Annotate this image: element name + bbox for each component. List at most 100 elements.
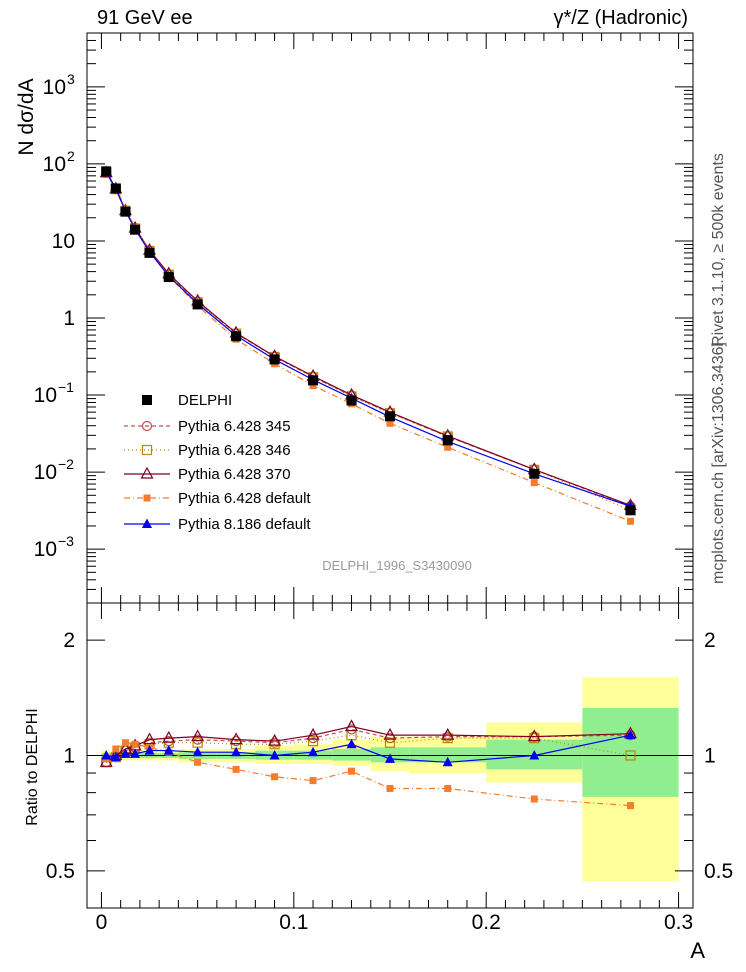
ratio-plot-marks — [99, 719, 637, 810]
y-tick-exponent: −3 — [58, 533, 74, 549]
ratio-point-p8def — [130, 748, 141, 758]
ratio-tick-label-left: 0.5 — [46, 860, 75, 883]
ratio-point-p8def — [346, 738, 357, 749]
ratio-point-p6def — [232, 765, 240, 773]
ratio-point-p6def — [121, 739, 129, 747]
mcplots-label: mcplots.cern.ch [arXiv:1306.3436] — [710, 342, 727, 584]
point-delphi — [101, 166, 112, 177]
x-tick-label: 0.1 — [279, 911, 308, 934]
ratio-point-p6def — [112, 745, 120, 753]
ratio-axes: 0 0.1 0.2 0.3 0.5 0.5 1 1 2 2 — [46, 603, 733, 934]
ratio-point-p6def — [309, 777, 317, 785]
y-tick-exponent: 2 — [67, 148, 75, 164]
ratio-point-p8def — [625, 729, 636, 740]
rivet-version-label: Rivet 3.1.10, ≥ 500k events — [710, 153, 727, 347]
ratio-frame — [86, 602, 694, 909]
y-tick-label: 1 — [63, 307, 75, 330]
point-p6def — [386, 419, 394, 427]
ratio-point-p8def — [308, 746, 319, 757]
y-tick-label: 10 — [34, 384, 57, 407]
legend: DELPHI Pythia 6.428 345 Pythia 6.428 346 Py… — [124, 392, 311, 533]
ratio-point-p370 — [383, 727, 397, 740]
y-tick-exponent: 3 — [67, 71, 75, 87]
point-delphi — [269, 354, 280, 365]
analysis-tag: DELPHI_1996_S3430090 — [322, 558, 472, 573]
ratio-tick-label-right: 1 — [704, 745, 716, 768]
main-plot-marks — [99, 165, 637, 525]
ratio-point-p8def — [231, 746, 242, 757]
ratio-point-p6def — [194, 758, 202, 766]
point-delphi — [144, 247, 155, 258]
ratio-point-p6def — [348, 767, 356, 775]
legend-label-p370: Pythia 6.428 370 — [178, 466, 291, 483]
legend-label-data: DELPHI — [178, 392, 232, 409]
legend-label-p345: Pythia 6.428 345 — [178, 418, 291, 435]
point-delphi — [110, 183, 121, 194]
ratio-point-p370 — [306, 727, 320, 740]
legend-label-p6def: Pythia 6.428 default — [178, 490, 311, 507]
point-delphi — [442, 435, 453, 446]
ratio-tick-label-right: 0.5 — [704, 860, 733, 883]
legend-label-p8def: Pythia 8.186 default — [178, 516, 311, 533]
ratio-tick-label-right: 2 — [704, 629, 716, 652]
x-tick-label: 0 — [96, 911, 108, 934]
ratio-point-p8def — [442, 756, 453, 767]
ratio-point-p6def — [626, 802, 634, 810]
legend-marker-p8def — [142, 518, 152, 528]
point-p6def — [444, 443, 452, 451]
y-tick-exponent: −2 — [58, 456, 74, 472]
point-delphi — [625, 505, 636, 516]
green-band — [582, 708, 679, 797]
ratio-line-p345 — [105, 728, 631, 763]
ratio-point-p6def — [271, 773, 279, 781]
ratio-point-p370 — [229, 732, 243, 745]
y-tick-label: 10 — [43, 153, 66, 176]
ratio-tick-label-left: 1 — [63, 745, 75, 768]
legend-label-p346: Pythia 6.428 346 — [178, 442, 291, 459]
point-p6def — [530, 479, 538, 487]
ratio-point-p8def — [120, 748, 131, 758]
ratio-point-p370 — [162, 730, 176, 743]
legend-marker-p6def — [143, 494, 151, 502]
point-delphi — [385, 411, 395, 422]
ratio-point-p346 — [307, 736, 319, 747]
point-delphi — [231, 331, 242, 342]
ratio-point-p370 — [345, 719, 359, 732]
y-tick-label: 10 — [52, 230, 75, 253]
green-band — [409, 747, 487, 763]
ratio-point-p6def — [530, 795, 538, 803]
y-tick-exponent: −1 — [58, 379, 74, 395]
ratio-tick-label-left: 2 — [63, 629, 75, 652]
x-tick-label: 0.2 — [472, 911, 501, 934]
ratio-y-axis-title: Ratio to DELPHI — [24, 708, 41, 825]
header-left: 91 GeV ee — [97, 7, 193, 29]
main-y-axis-title: N dσ/dA — [15, 78, 38, 155]
ratio-point-p8def — [192, 746, 203, 757]
y-tick-label: 10 — [34, 461, 57, 484]
point-delphi — [346, 395, 357, 406]
ratio-point-p8def — [110, 751, 121, 762]
ratio-point-p346 — [625, 750, 636, 761]
legend-marker-p345 — [141, 420, 153, 432]
legend-marker-p370 — [140, 466, 154, 479]
ratio-point-p8def — [269, 750, 280, 760]
ratio-point-p6def — [386, 785, 394, 793]
y-tick-label: 10 — [34, 538, 57, 561]
ratio-point-p370 — [191, 729, 205, 742]
ratio-point-p8def — [385, 753, 395, 763]
header-right: γ*/Z (Hadronic) — [554, 7, 688, 29]
x-axis-title: A — [690, 938, 705, 963]
ratio-point-p6def — [131, 740, 139, 748]
ratio-point-p6def — [444, 785, 452, 793]
ratio-point-p370 — [441, 727, 455, 740]
point-delphi — [192, 299, 203, 310]
ratio-point-p8def — [163, 745, 174, 755]
series-line-p346 — [105, 172, 631, 511]
y-tick-label: 10 — [43, 76, 66, 99]
green-band — [332, 748, 371, 761]
ratio-uncertainty-bands — [87, 677, 693, 882]
point-delphi — [130, 224, 141, 235]
point-delphi — [529, 468, 540, 479]
